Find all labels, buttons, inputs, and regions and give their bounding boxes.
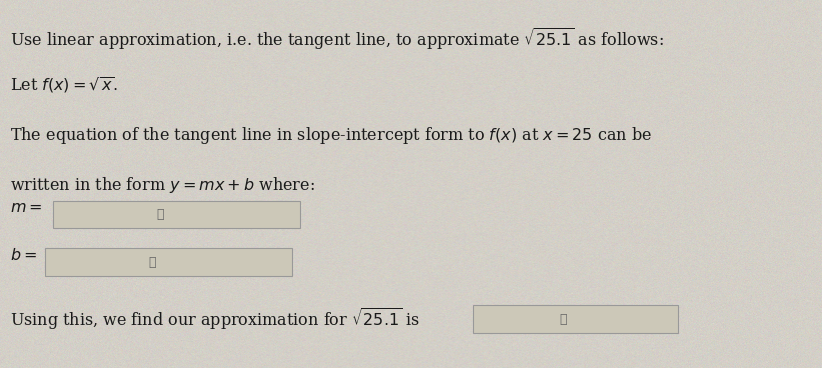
FancyBboxPatch shape	[473, 305, 678, 333]
Text: Using this, we find our approximation for $\sqrt{25.1}$ is: Using this, we find our approximation fo…	[10, 306, 420, 332]
Text: Let $f(x) = \sqrt{x}.$: Let $f(x) = \sqrt{x}.$	[10, 75, 118, 95]
FancyBboxPatch shape	[45, 248, 292, 276]
Text: written in the form $y = mx + b$ where:: written in the form $y = mx + b$ where:	[10, 175, 315, 195]
Text: $m =$: $m =$	[10, 199, 42, 216]
Text: ✒: ✒	[559, 312, 567, 326]
Text: The equation of the tangent line in slope-intercept form to $f(x)$ at $x = 25$ c: The equation of the tangent line in slop…	[10, 125, 652, 146]
Text: Use linear approximation, i.e. the tangent line, to approximate $\sqrt{25.1}$ as: Use linear approximation, i.e. the tange…	[10, 26, 663, 52]
FancyBboxPatch shape	[53, 201, 300, 228]
Text: ✒: ✒	[156, 208, 164, 221]
Text: $b =$: $b =$	[10, 247, 37, 264]
Text: ✒: ✒	[148, 255, 156, 269]
